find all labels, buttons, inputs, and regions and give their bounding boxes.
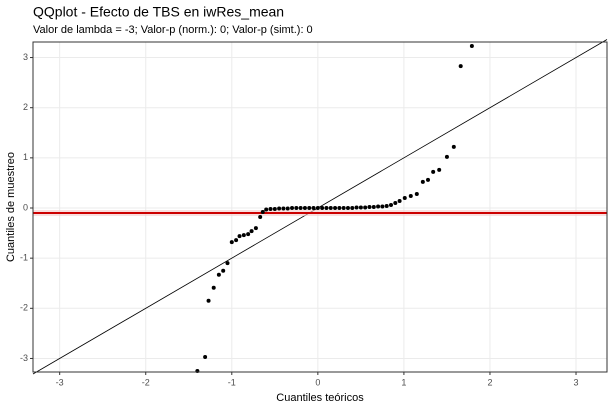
- point: [397, 198, 402, 203]
- point: [272, 207, 277, 212]
- point: [307, 206, 312, 211]
- point: [298, 206, 303, 211]
- point: [350, 206, 355, 211]
- y-tick-label: -1: [20, 253, 28, 263]
- point: [285, 206, 290, 211]
- point: [431, 169, 436, 174]
- point: [206, 298, 211, 303]
- point: [345, 206, 350, 211]
- point: [328, 206, 333, 211]
- point: [294, 206, 299, 211]
- point: [337, 206, 342, 211]
- point: [281, 206, 286, 211]
- point: [451, 144, 456, 149]
- point: [253, 226, 258, 231]
- point: [444, 154, 449, 159]
- x-tick-label: -3: [56, 377, 64, 387]
- x-tick-label: -2: [142, 377, 150, 387]
- y-tick-label: 3: [23, 52, 28, 62]
- point: [333, 206, 338, 211]
- point: [402, 195, 407, 200]
- point: [341, 206, 346, 211]
- point: [315, 206, 320, 211]
- chart-subtitle: Valor de lambda = -3; Valor-p (norm.): 0…: [33, 24, 313, 36]
- point: [363, 205, 368, 210]
- y-tick-label: 1: [23, 152, 28, 162]
- point: [420, 179, 425, 184]
- point: [221, 268, 226, 273]
- point: [380, 204, 385, 209]
- point: [358, 205, 363, 210]
- point: [229, 240, 234, 245]
- x-tick-label: 1: [401, 377, 406, 387]
- point: [469, 44, 474, 49]
- x-tick-label: 0: [315, 377, 320, 387]
- x-tick-label: 2: [487, 377, 492, 387]
- point: [268, 207, 273, 212]
- point: [367, 205, 372, 209]
- point: [241, 233, 246, 238]
- x-tick-label: 3: [574, 377, 579, 387]
- point: [376, 204, 381, 209]
- reference-line: [32, 39, 608, 375]
- point: [320, 206, 325, 211]
- point: [234, 238, 239, 243]
- point: [458, 64, 463, 69]
- y-tick-label: -3: [20, 353, 28, 363]
- point: [437, 167, 442, 172]
- x-tick-label: -1: [228, 377, 236, 387]
- point: [237, 234, 242, 239]
- point: [277, 206, 282, 211]
- point: [311, 206, 316, 211]
- point: [290, 206, 295, 211]
- point: [371, 205, 376, 209]
- point: [388, 202, 393, 207]
- panel-border: [32, 41, 608, 373]
- point: [203, 354, 208, 359]
- y-tick-label: -2: [20, 303, 28, 313]
- point: [324, 206, 329, 211]
- point: [249, 229, 254, 234]
- point: [211, 285, 216, 290]
- point: [426, 177, 431, 182]
- y-axis-label: Cuantiles de muestreo: [5, 152, 17, 262]
- point: [384, 203, 389, 208]
- point: [216, 272, 221, 277]
- y-tick-label: 2: [23, 102, 28, 112]
- point: [302, 206, 307, 211]
- point: [225, 261, 230, 266]
- point: [408, 193, 413, 198]
- point: [354, 205, 359, 210]
- point: [260, 210, 265, 215]
- x-axis-label: Cuantiles teóricos: [276, 392, 364, 404]
- point: [393, 200, 398, 205]
- point: [264, 207, 269, 212]
- point: [246, 232, 251, 237]
- point: [258, 215, 263, 220]
- chart-title: QQplot - Efecto de TBS en iwRes_mean: [33, 4, 284, 20]
- point: [414, 191, 419, 196]
- y-tick-label: 0: [23, 202, 28, 212]
